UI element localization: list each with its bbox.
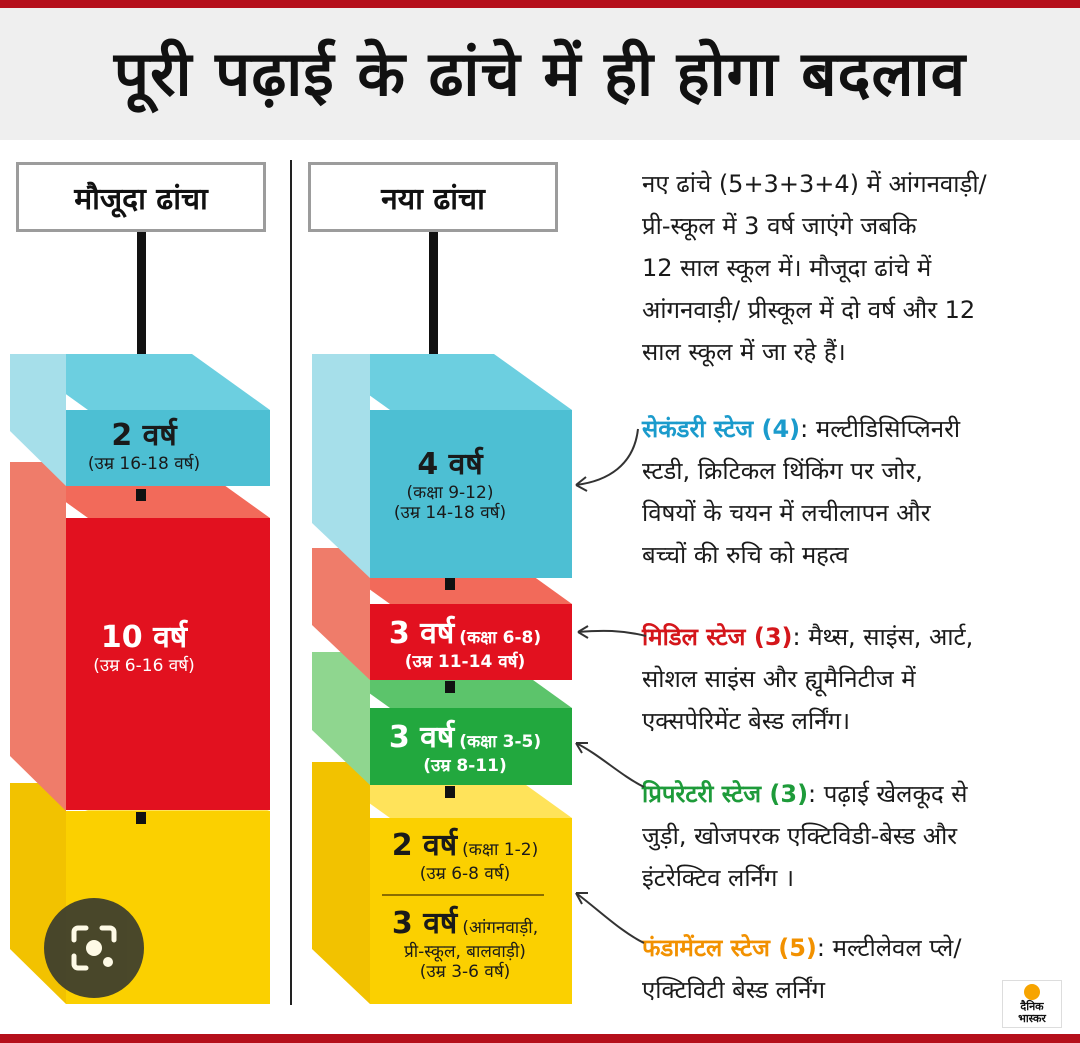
secondary-arrow-icon <box>575 428 639 492</box>
new-foundational-grades-text: 2 वर्ष (कक्षा 1-2) (उम्र 6-8 वर्ष) <box>391 828 539 884</box>
new-structure-label: नया ढांचा <box>308 162 558 232</box>
sun-icon <box>1024 984 1040 1000</box>
bottom-red-bar <box>0 1034 1080 1043</box>
dainik-bhaskar-logo: दैनिक भास्कर <box>1002 980 1062 1028</box>
new-connector-3 <box>445 786 455 798</box>
intro-paragraph: नए ढांचे (5+3+3+4) में आंगनवाड़ी/ प्री-स… <box>642 170 987 366</box>
middle-arrow-icon <box>577 625 647 639</box>
foundational-stage-note: फंडामेंटल स्टेज (5): मल्टीलेवल प्ले/ एक्… <box>642 934 962 1004</box>
current-connector-1 <box>136 489 146 501</box>
top-red-bar <box>0 0 1080 8</box>
foundational-split-line <box>382 894 544 896</box>
secondary-stage-note: सेकंडरी स्टेज (4): मल्टीडिसिप्लिनरी स्टड… <box>642 415 961 569</box>
preparatory-stage-note: प्रिपरेटरी स्टेज (3): पढ़ाई खेलकूद से जु… <box>642 780 968 892</box>
column-divider <box>290 160 292 1005</box>
new-middle-text: 3 वर्ष (कक्षा 6-8) (उम्र 11-14 वर्ष) <box>388 616 542 672</box>
current-senior-text: 2 वर्ष (उम्र 16-18 वर्ष) <box>87 418 201 474</box>
current-stem <box>137 232 146 354</box>
new-foundational-preschool-text: 3 वर्ष (आंगनवाड़ी, प्री-स्कूल, बालवाड़ी)… <box>391 906 539 983</box>
foundational-arrow-icon <box>575 892 645 944</box>
page-title: पूरी पढ़ाई के ढांचे में ही होगा बदलाव <box>113 37 967 110</box>
current-school-text: 10 वर्ष (उम्र 6-16 वर्ष) <box>93 620 195 676</box>
new-connector-1 <box>445 578 455 590</box>
current-structure-label: मौजूदा ढांचा <box>16 162 266 232</box>
middle-stage-note: मिडिल स्टेज (3): मैथ्स, साइंस, आर्ट, सोश… <box>642 623 974 735</box>
preparatory-arrow-icon <box>575 742 645 788</box>
new-connector-2 <box>445 681 455 693</box>
current-connector-2 <box>136 812 146 824</box>
lens-search-button[interactable] <box>44 898 144 998</box>
new-stem <box>429 232 438 387</box>
new-secondary-text: 4 वर्ष (कक्षा 9-12) (उम्र 14-18 वर्ष) <box>393 447 507 524</box>
header-band <box>0 8 1080 140</box>
camera-lens-icon <box>71 925 117 971</box>
new-preparatory-text: 3 वर्ष (कक्षा 3-5) (उम्र 8-11) <box>388 720 542 776</box>
